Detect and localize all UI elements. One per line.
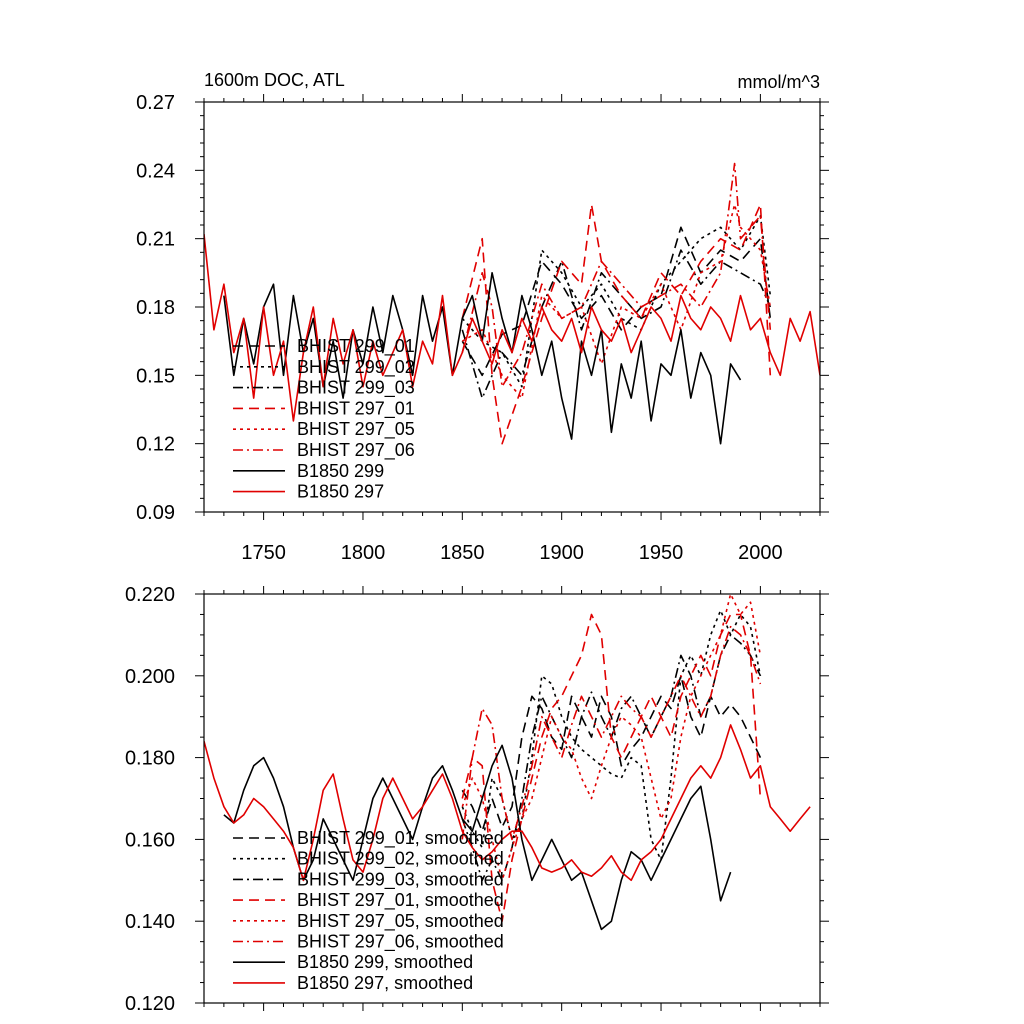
x-tick-label: 2000 <box>738 542 783 564</box>
legend-label: B1850 299 <box>297 461 384 481</box>
legend-label: BHIST 299_01, smoothed <box>297 828 504 849</box>
y-tick-label: 0.200 <box>125 666 175 688</box>
series-line-0 <box>461 226 772 377</box>
y-tick-label: 0.09 <box>136 502 175 524</box>
y-tick-label: 0.120 <box>125 993 175 1015</box>
series-line-1 <box>461 215 772 388</box>
y-tick-label: 0.160 <box>125 829 175 851</box>
x-tick-label: 1900 <box>539 542 584 564</box>
legend-label: BHIST 299_01 <box>297 336 415 357</box>
y-tick-label: 0.180 <box>125 748 175 770</box>
series-lines <box>204 162 820 445</box>
y-tick-label: 0.21 <box>136 229 175 251</box>
legend-label: BHIST 299_03, smoothed <box>297 869 504 890</box>
legend-label: BHIST 297_05 <box>297 419 415 440</box>
series-line-4 <box>461 203 772 399</box>
legend-label: B1850 297 <box>297 482 384 502</box>
y-tick-label: 0.27 <box>136 92 175 114</box>
series-line-7 <box>204 724 811 882</box>
series-line-7 <box>204 234 820 422</box>
y-tick-label: 0.18 <box>136 297 175 319</box>
x-tick-label: 1800 <box>341 542 386 564</box>
series-line-5 <box>461 162 772 388</box>
y-tick-label: 0.12 <box>136 434 175 456</box>
x-tick-label: 1750 <box>241 542 286 564</box>
bottom-panel: 0.120 0.140 0.160 0.180 0.200 0.220 BHIST 299_… <box>125 584 829 1015</box>
y-tick-label: 0.24 <box>136 160 175 182</box>
legend-label: BHIST 297_05, smoothed <box>297 911 504 932</box>
series-line-6 <box>223 744 732 931</box>
series-lines <box>204 594 811 931</box>
legend-label: BHIST 297_06 <box>297 440 415 461</box>
series-line-5 <box>461 625 762 841</box>
series-line-0 <box>461 675 762 832</box>
y-tick-label: 0.15 <box>136 365 175 387</box>
legend-label: BHIST 297_01 <box>297 398 415 419</box>
y-tick-label: 0.140 <box>125 911 175 933</box>
series-line-2 <box>461 634 762 882</box>
legend-label: BHIST 299_02 <box>297 357 415 378</box>
legend-label: BHIST 299_02, smoothed <box>297 849 504 870</box>
series-line-4 <box>461 594 762 882</box>
x-tick-label: 1950 <box>639 542 684 564</box>
x-tick-label: 1850 <box>440 542 485 564</box>
y-tick-label: 0.220 <box>125 584 175 606</box>
legend-label: B1850 299, smoothed <box>297 952 473 972</box>
title-left: 1600m DOC, ATL <box>204 70 345 90</box>
legend-label: B1850 297, smoothed <box>297 973 473 993</box>
legend-label: BHIST 297_06, smoothed <box>297 932 504 953</box>
top-panel: 1600m DOC, ATL mmol/m^3 1750 1800 1850 1900… <box>136 70 829 564</box>
legend-label: BHIST 297_01, smoothed <box>297 890 504 911</box>
title-right-units: mmol/m^3 <box>738 72 820 92</box>
legend-label: BHIST 299_03 <box>297 378 415 399</box>
series-line-2 <box>461 249 772 399</box>
